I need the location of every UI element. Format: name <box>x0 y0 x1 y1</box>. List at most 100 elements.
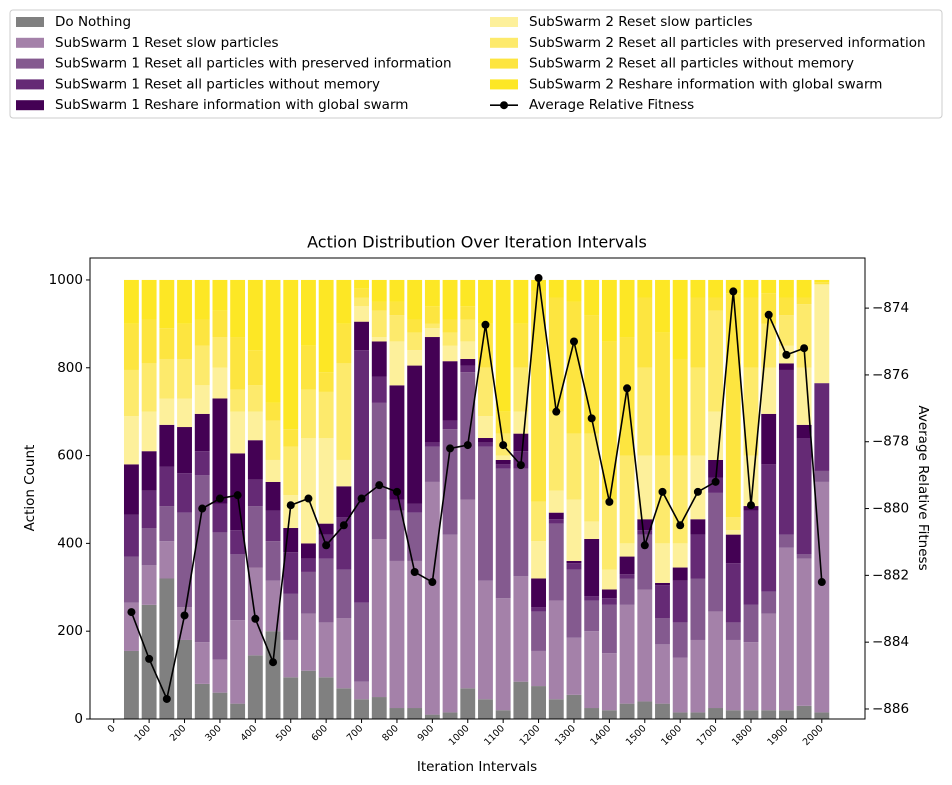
bar-segment <box>672 580 688 623</box>
bar-segment <box>725 710 741 719</box>
bar-segment <box>778 534 794 548</box>
bar-segment <box>336 323 352 364</box>
bar-segment <box>389 708 405 719</box>
bar-segment <box>407 365 423 504</box>
bar-segment <box>495 710 511 719</box>
bar-segment <box>212 310 228 338</box>
bar-segment <box>548 297 564 412</box>
bar-segment <box>177 512 192 608</box>
legend-label: Do Nothing <box>55 14 131 30</box>
x-tick-label: 1200 <box>518 723 543 748</box>
bar-segment <box>778 279 794 298</box>
fitness-marker <box>251 614 260 623</box>
bar-segment <box>407 503 423 513</box>
bar-segment <box>230 530 246 555</box>
y2-axis-label: Average Relative Fitness <box>915 405 931 570</box>
bar-segment <box>584 708 600 719</box>
bar-segment <box>619 279 635 338</box>
bar-segment <box>389 560 405 709</box>
bar-segment <box>796 558 812 706</box>
bar-segment <box>743 297 759 368</box>
bar-segment <box>194 475 210 643</box>
bar-segment <box>743 642 759 711</box>
bar-segment <box>761 323 777 368</box>
bar-segment <box>301 389 316 439</box>
fitness-marker <box>587 414 596 423</box>
bar-segment <box>460 279 476 307</box>
bar-segment <box>796 554 812 559</box>
bar-segment <box>796 705 812 719</box>
legend-label: SubSwarm 2 Reshare information with glob… <box>529 76 882 92</box>
bar-segment <box>301 571 316 614</box>
bar-segment <box>761 710 777 719</box>
bar-segment <box>725 517 741 531</box>
y-tick-label: 800 <box>57 360 83 376</box>
bar-segment <box>778 369 794 535</box>
fitness-line <box>130 277 823 702</box>
bar-segment <box>336 486 352 518</box>
bar-segment <box>336 279 352 324</box>
bar-segment <box>283 429 299 447</box>
bar-segment <box>478 580 493 700</box>
bar-segment <box>424 442 440 447</box>
bar-segment <box>460 688 476 719</box>
bar-segment <box>318 558 334 623</box>
bar-segment <box>690 639 706 713</box>
fitness-marker <box>286 501 295 510</box>
bar-segment <box>761 279 777 294</box>
bar-segment <box>637 589 653 702</box>
bar-segment <box>123 369 139 417</box>
bar-segment <box>708 708 724 719</box>
bar-segment <box>141 411 157 452</box>
bar-segment <box>230 337 246 390</box>
bar-segment <box>548 699 564 719</box>
bar-segment <box>637 530 653 535</box>
bar-segment <box>301 279 316 346</box>
bar-segment <box>814 279 830 283</box>
bar-segment <box>460 341 476 359</box>
bar-segment <box>743 510 759 605</box>
bar-segment <box>318 279 334 373</box>
fitness-marker <box>516 461 525 470</box>
bar-segment <box>690 367 706 456</box>
bar-segment <box>548 523 564 601</box>
fitness-marker <box>162 694 171 703</box>
bar-segment <box>212 367 228 399</box>
bar-segment <box>123 323 139 370</box>
fitness-marker <box>410 568 419 577</box>
fitness-marker <box>233 491 242 500</box>
bar-segment <box>655 332 670 456</box>
bar-segment <box>460 365 476 373</box>
fitness-marker <box>640 541 649 550</box>
bar-segment <box>478 438 493 443</box>
bar-segment <box>389 315 405 342</box>
fitness-marker <box>446 444 455 453</box>
bar-segment <box>230 279 246 338</box>
legend-swatch <box>16 58 44 69</box>
bar-segment <box>655 455 670 544</box>
bar-segment <box>424 337 440 443</box>
legend-label: Average Relative Fitness <box>529 97 694 113</box>
bar-segment <box>301 438 316 544</box>
bar-segment <box>194 279 210 320</box>
bar-segment <box>371 337 387 342</box>
bar-segment <box>301 670 316 719</box>
bar-segment <box>584 279 600 316</box>
bar-segment <box>424 306 440 324</box>
legend-swatch <box>16 37 44 48</box>
bar-segment <box>548 411 564 491</box>
bar-segment <box>318 677 334 719</box>
fitness-marker <box>764 310 773 319</box>
bar-segment <box>778 315 794 346</box>
bar-segment <box>283 279 299 430</box>
bar-segment <box>247 411 263 441</box>
bar-segment <box>478 279 493 324</box>
fitness-marker <box>463 441 472 450</box>
bar-segment <box>407 560 423 709</box>
bar-segment <box>601 710 617 719</box>
bar-segment <box>194 451 210 476</box>
bar-segment <box>478 416 493 439</box>
x-tick-label: 1600 <box>659 723 684 748</box>
bar-segment <box>283 552 299 594</box>
bar-segment <box>230 411 246 454</box>
